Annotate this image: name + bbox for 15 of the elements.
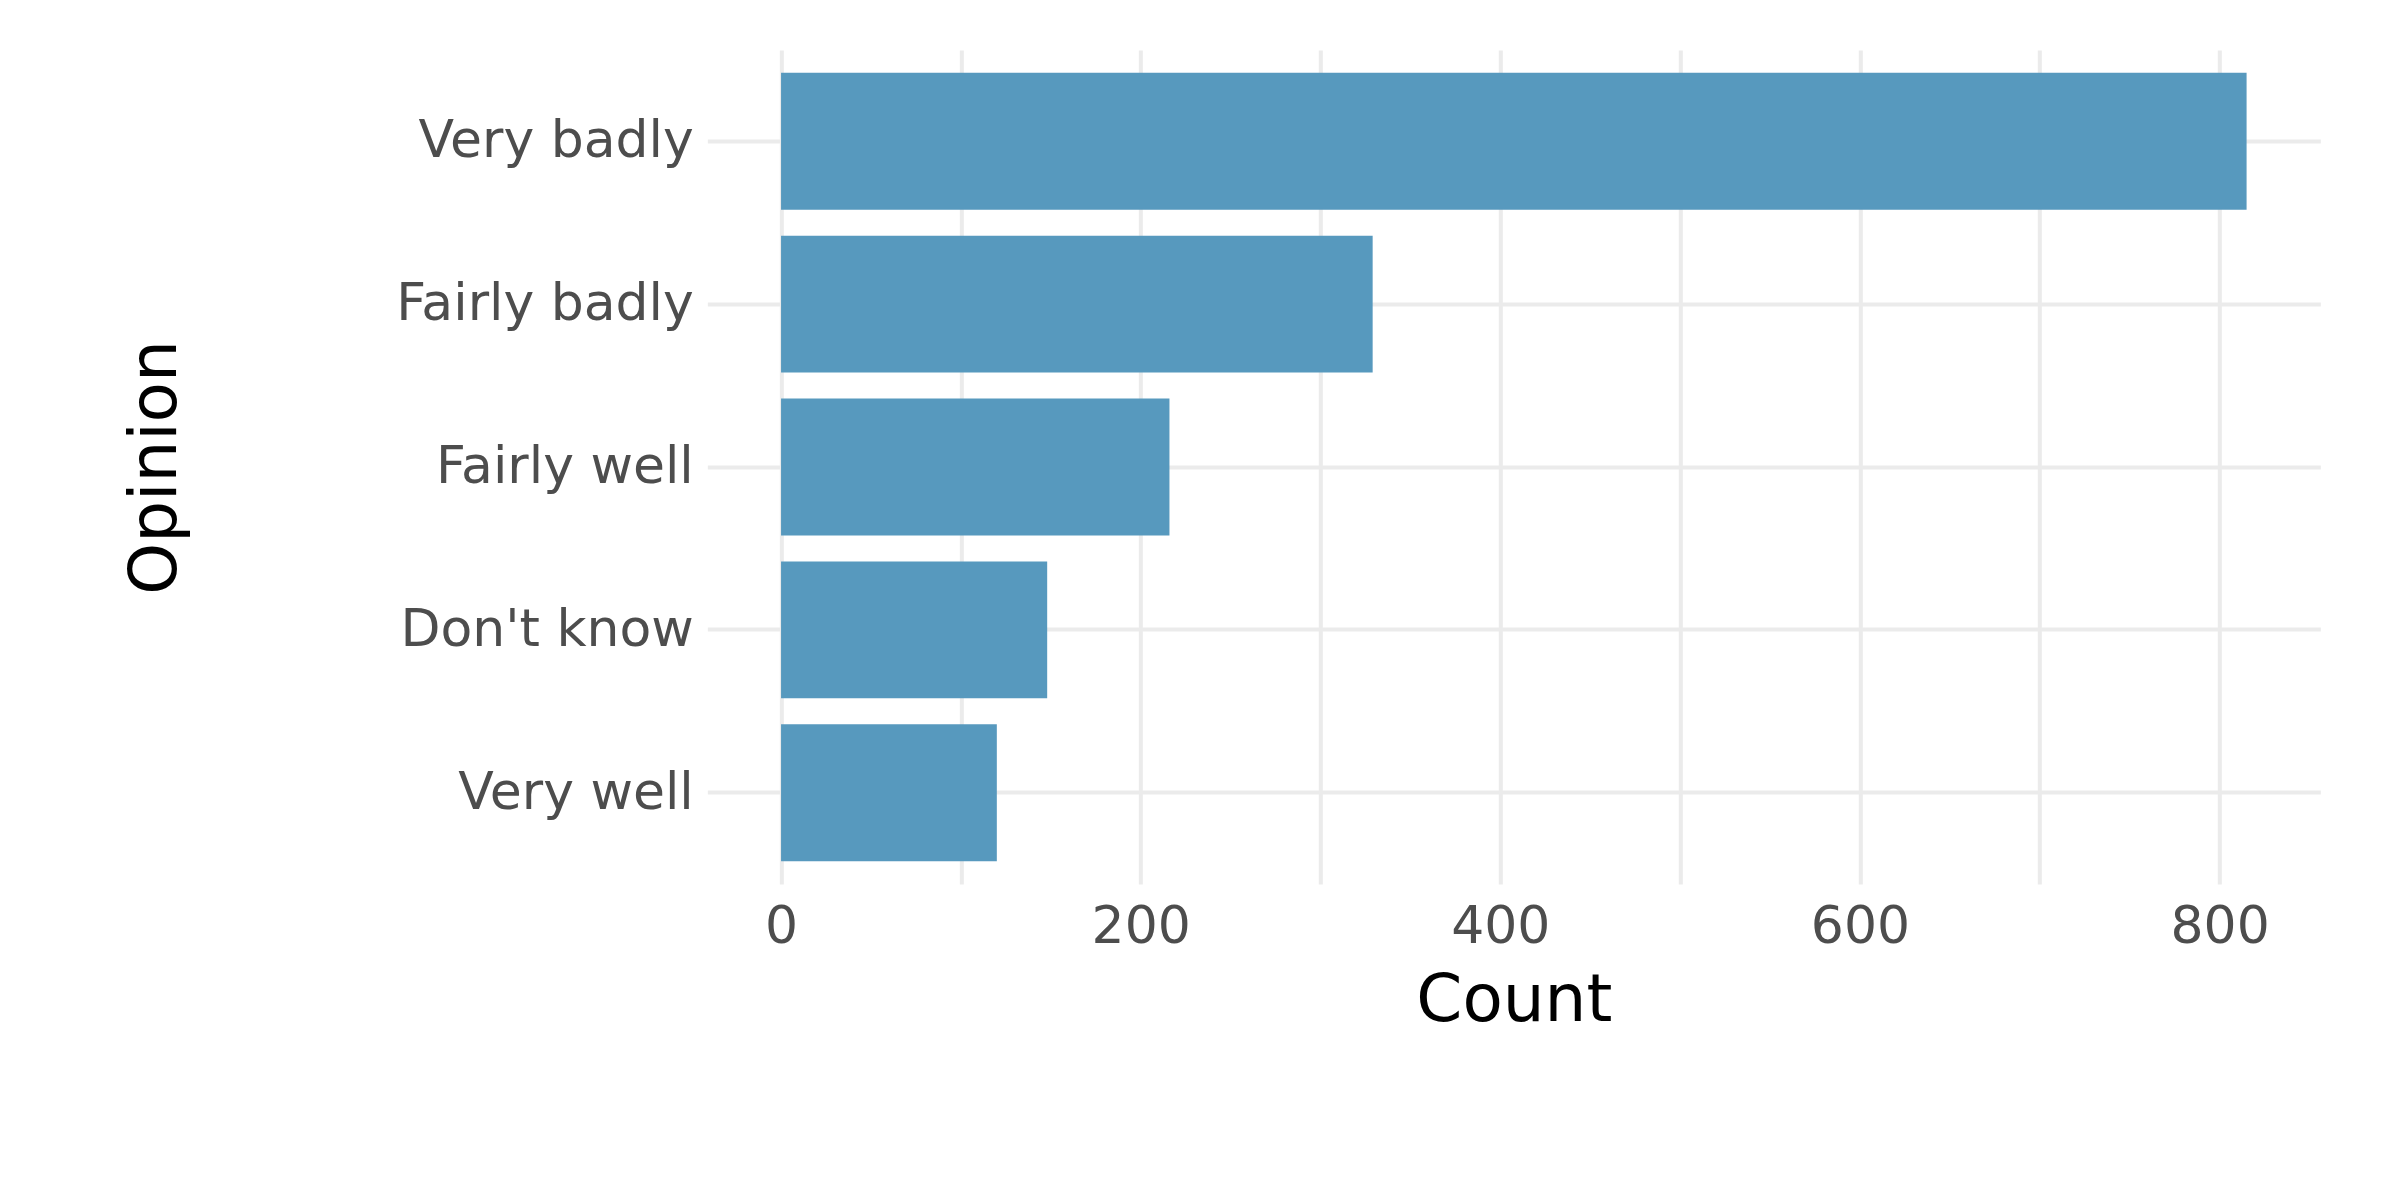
x-tick-label: 400 (1451, 895, 1551, 956)
x-tick-label: 800 (2170, 895, 2270, 956)
x-tick-label: 200 (1091, 895, 1191, 956)
x-axis-title: Count (1416, 960, 1613, 1038)
bar (781, 398, 1170, 536)
y-tick-label: Very well (458, 760, 694, 821)
y-tick-label: Fairly well (435, 435, 694, 495)
y-tick-label: Don't know (400, 597, 694, 658)
y-tick-label: Very badly (418, 109, 694, 170)
bar (781, 724, 997, 862)
bar (781, 561, 1048, 699)
x-tick-label: 600 (1810, 895, 1911, 956)
y-tick-label: Fairly badly (396, 272, 694, 333)
x-tick-label: 0 (765, 895, 799, 956)
y-axis-title: Opinion (115, 340, 193, 595)
